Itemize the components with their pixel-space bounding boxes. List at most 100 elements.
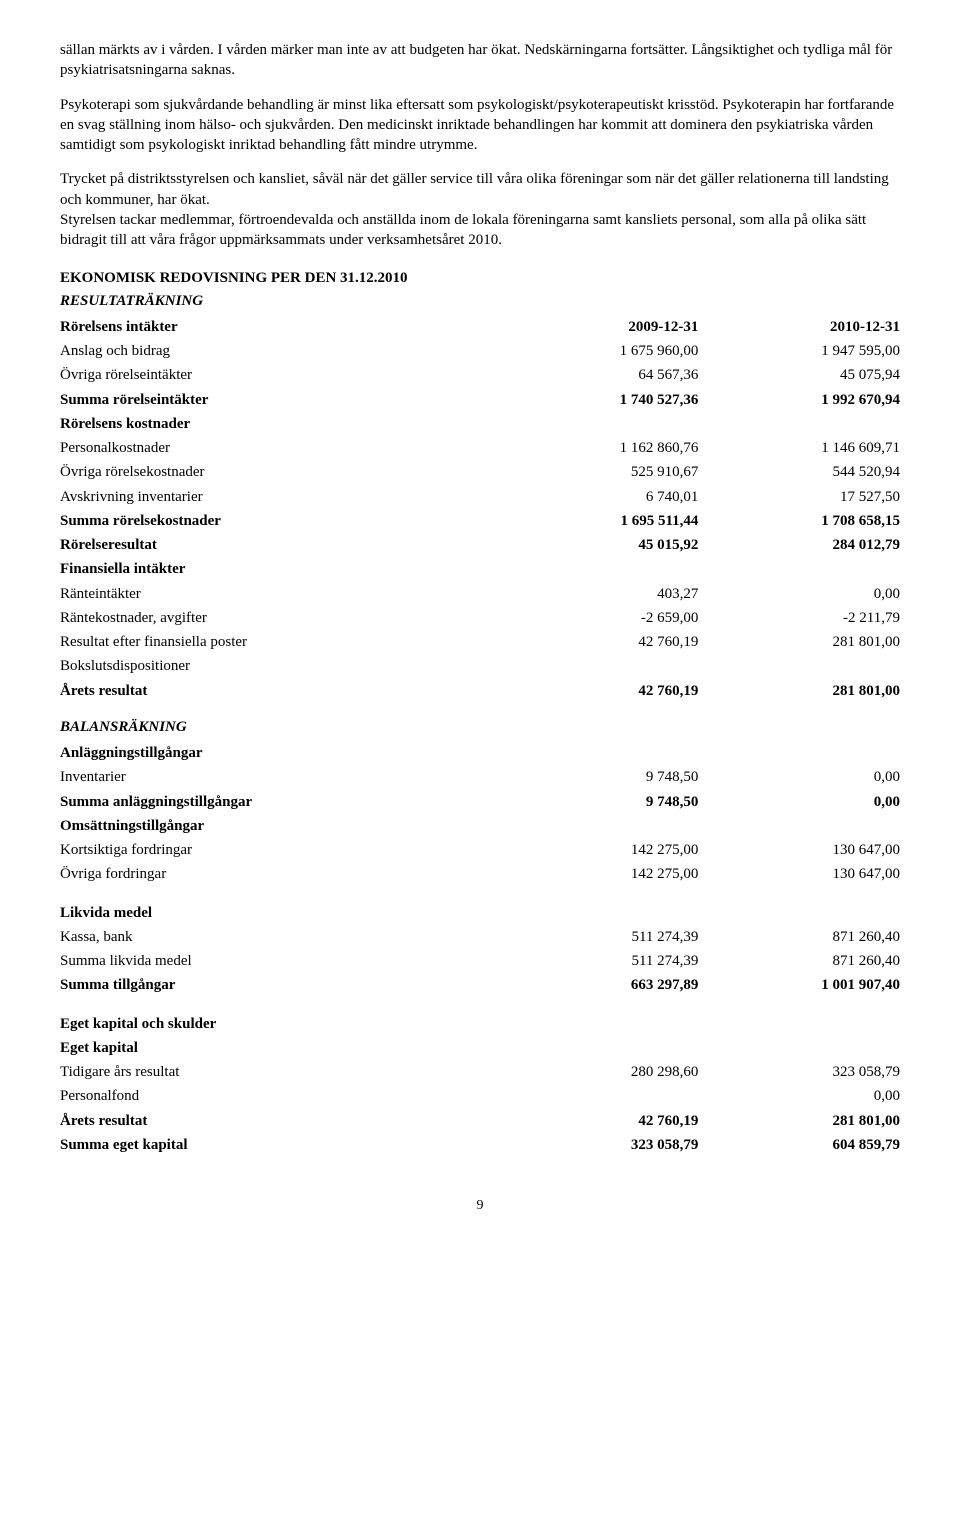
row-value-2: 0,00 xyxy=(698,765,900,789)
row-value-1: 1 740 527,36 xyxy=(497,388,699,412)
row-value-1: 1 675 960,00 xyxy=(497,339,699,363)
row-value-2 xyxy=(698,654,900,678)
row-value-1 xyxy=(497,1012,699,1036)
table-row: Eget kapital och skulder xyxy=(60,1012,900,1036)
row-value-1: 142 275,00 xyxy=(497,838,699,862)
result-table: Rörelsens intäkter2009-12-312010-12-31 An… xyxy=(60,315,900,703)
row-label: Personalfond xyxy=(60,1084,497,1108)
row-value-1: 1 162 860,76 xyxy=(497,436,699,460)
row-label: Summa rörelseintäkter xyxy=(60,388,497,412)
row-value-1: 42 760,19 xyxy=(497,679,699,703)
row-value-1: 2009-12-31 xyxy=(497,315,699,339)
row-value-1: 9 748,50 xyxy=(497,765,699,789)
row-label: Rörelsens kostnader xyxy=(60,412,497,436)
row-label: Tidigare års resultat xyxy=(60,1060,497,1084)
row-value-1: 42 760,19 xyxy=(497,630,699,654)
row-value-2: 17 527,50 xyxy=(698,485,900,509)
table-row: Inventarier9 748,500,00 xyxy=(60,765,900,789)
row-value-2 xyxy=(698,1036,900,1060)
row-value-2: -2 211,79 xyxy=(698,606,900,630)
row-value-1 xyxy=(497,814,699,838)
row-label: Inventarier xyxy=(60,765,497,789)
table-row: Summa tillgångar663 297,891 001 907,40 xyxy=(60,973,900,997)
row-value-1: 9 748,50 xyxy=(497,790,699,814)
row-value-1 xyxy=(497,1036,699,1060)
balance-table: AnläggningstillgångarInventarier9 748,50… xyxy=(60,741,900,1157)
row-value-1 xyxy=(497,901,699,925)
row-label: Summa eget kapital xyxy=(60,1133,497,1157)
row-label: Årets resultat xyxy=(60,1109,497,1133)
row-label: Personalkostnader xyxy=(60,436,497,460)
row-value-2: 323 058,79 xyxy=(698,1060,900,1084)
row-value-2: 0,00 xyxy=(698,1084,900,1108)
row-value-2 xyxy=(698,557,900,581)
row-label: Rörelseresultat xyxy=(60,533,497,557)
row-label: Summa anläggningstillgångar xyxy=(60,790,497,814)
table-row: Rörelsens kostnader xyxy=(60,412,900,436)
row-value-2: 871 260,40 xyxy=(698,925,900,949)
table-row: Övriga fordringar142 275,00130 647,00 xyxy=(60,862,900,886)
row-label: Övriga rörelseintäkter xyxy=(60,363,497,387)
row-value-1: 511 274,39 xyxy=(497,925,699,949)
table-row: Summa eget kapital323 058,79604 859,79 xyxy=(60,1133,900,1157)
table-row: Eget kapital xyxy=(60,1036,900,1060)
row-value-1 xyxy=(497,741,699,765)
row-value-1: 1 695 511,44 xyxy=(497,509,699,533)
row-value-2: 1 947 595,00 xyxy=(698,339,900,363)
table-row: Årets resultat42 760,19281 801,00 xyxy=(60,1109,900,1133)
row-label: Anslag och bidrag xyxy=(60,339,497,363)
table-row: Kassa, bank511 274,39871 260,40 xyxy=(60,925,900,949)
table-row: Anläggningstillgångar xyxy=(60,741,900,765)
table-row: Räntekostnader, avgifter-2 659,00-2 211,… xyxy=(60,606,900,630)
row-value-2 xyxy=(698,1012,900,1036)
row-value-2 xyxy=(698,814,900,838)
table-row: Personalkostnader1 162 860,761 146 609,7… xyxy=(60,436,900,460)
balance-heading: BALANSRÄKNING xyxy=(60,717,900,737)
row-value-1: 64 567,36 xyxy=(497,363,699,387)
row-value-2: 871 260,40 xyxy=(698,949,900,973)
table-row xyxy=(60,998,900,1012)
table-row: Avskrivning inventarier6 740,0117 527,50 xyxy=(60,485,900,509)
table-row: Summa anläggningstillgångar9 748,500,00 xyxy=(60,790,900,814)
row-value-2: 130 647,00 xyxy=(698,838,900,862)
row-value-2: 1 001 907,40 xyxy=(698,973,900,997)
row-value-2: 604 859,79 xyxy=(698,1133,900,1157)
row-label: Summa likvida medel xyxy=(60,949,497,973)
row-value-2 xyxy=(698,741,900,765)
row-label: Summa tillgångar xyxy=(60,973,497,997)
row-label: Anläggningstillgångar xyxy=(60,741,497,765)
row-label: Övriga fordringar xyxy=(60,862,497,886)
row-value-1 xyxy=(497,412,699,436)
section-title: EKONOMISK REDOVISNING PER DEN 31.12.2010 xyxy=(60,268,900,288)
table-row: Bokslutsdispositioner xyxy=(60,654,900,678)
row-value-2: 45 075,94 xyxy=(698,363,900,387)
row-value-1: -2 659,00 xyxy=(497,606,699,630)
row-value-2: 1 146 609,71 xyxy=(698,436,900,460)
row-value-2 xyxy=(698,901,900,925)
row-label: Ränteintäkter xyxy=(60,582,497,606)
row-label: Årets resultat xyxy=(60,679,497,703)
row-label: Rörelsens intäkter xyxy=(60,315,497,339)
table-row: Summa rörelsekostnader1 695 511,441 708 … xyxy=(60,509,900,533)
row-value-1: 6 740,01 xyxy=(497,485,699,509)
row-value-1: 525 910,67 xyxy=(497,460,699,484)
row-value-1: 511 274,39 xyxy=(497,949,699,973)
table-row: Tidigare års resultat280 298,60323 058,7… xyxy=(60,1060,900,1084)
body-text: Trycket på distriktsstyrelsen och kansli… xyxy=(60,171,889,207)
row-value-1 xyxy=(497,654,699,678)
body-text: Styrelsen tackar medlemmar, förtroendeva… xyxy=(60,212,866,248)
table-row: Omsättningstillgångar xyxy=(60,814,900,838)
row-label: Övriga rörelsekostnader xyxy=(60,460,497,484)
page-number: 9 xyxy=(60,1197,900,1216)
row-value-1: 403,27 xyxy=(497,582,699,606)
row-value-1: 142 275,00 xyxy=(497,862,699,886)
table-row: Resultat efter finansiella poster42 760,… xyxy=(60,630,900,654)
row-label: Finansiella intäkter xyxy=(60,557,497,581)
row-label: Kortsiktiga fordringar xyxy=(60,838,497,862)
row-value-2: 2010-12-31 xyxy=(698,315,900,339)
row-value-2: 1 992 670,94 xyxy=(698,388,900,412)
table-row xyxy=(60,887,900,901)
row-value-1: 42 760,19 xyxy=(497,1109,699,1133)
row-label: Omsättningstillgångar xyxy=(60,814,497,838)
row-label: Eget kapital xyxy=(60,1036,497,1060)
